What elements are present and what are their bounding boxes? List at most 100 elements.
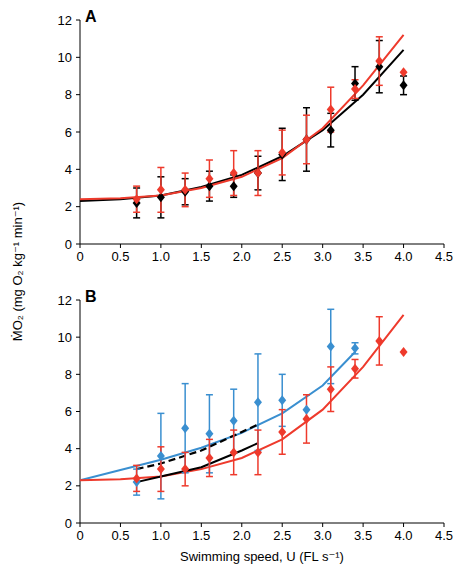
error-bar: [182, 452, 189, 485]
error-cap: [254, 150, 261, 152]
y-tick-label: 0: [65, 516, 72, 531]
error-cap: [279, 409, 286, 411]
y-tick-label: 6: [65, 125, 72, 140]
y-tick-label: 12: [58, 293, 72, 308]
error-cap: [254, 474, 261, 476]
error-bar: [254, 151, 261, 196]
error-bar: [376, 37, 383, 86]
panel: 00.51.01.52.02.53.03.54.04.5024681012B: [58, 288, 454, 543]
error-cap: [206, 394, 213, 396]
point: [230, 447, 238, 457]
error-cap: [279, 374, 286, 376]
point: [254, 397, 262, 407]
x-tick-label: 3.0: [314, 528, 332, 543]
error-cap: [303, 163, 310, 165]
fit-line: [80, 315, 404, 480]
point: [375, 336, 383, 346]
error-cap: [230, 197, 237, 199]
error-bar: [254, 430, 261, 475]
error-bar: [157, 447, 164, 492]
error-cap: [157, 167, 164, 169]
error-bar: [352, 343, 359, 354]
y-tick-label: 4: [65, 162, 72, 177]
error-cap: [133, 494, 140, 496]
x-tick-label: 2.5: [273, 528, 291, 543]
error-bars: [133, 37, 407, 218]
x-tick: [322, 244, 323, 248]
point: [400, 67, 408, 77]
error-cap: [206, 439, 213, 441]
x-tick: [80, 244, 81, 248]
error-cap: [157, 212, 164, 214]
error-bar: [352, 359, 359, 378]
x-tick-label: 2.0: [233, 249, 251, 264]
y-tick-label: 10: [58, 50, 72, 65]
fit-line: [137, 425, 258, 470]
error-bars: [133, 309, 383, 499]
x-tick: [322, 523, 323, 527]
panel-label: B: [85, 288, 97, 305]
y-tick: [76, 94, 80, 95]
x-tick-label: 2.5: [273, 249, 291, 264]
point: [254, 447, 262, 457]
x-tick-label: 3.5: [354, 528, 372, 543]
x-tick: [160, 523, 161, 527]
error-cap: [133, 212, 140, 214]
error-cap: [352, 100, 359, 102]
point: [157, 451, 165, 461]
x-tick-label: 2.0: [233, 528, 251, 543]
y-tick: [76, 523, 80, 524]
y-tick: [76, 244, 80, 245]
lines: [80, 35, 404, 201]
error-cap: [303, 170, 310, 172]
point: [327, 105, 335, 115]
x-tick-label: 0.5: [111, 528, 129, 543]
x-tick-label: 3.0: [314, 249, 332, 264]
error-bar: [279, 130, 286, 175]
y-tick: [76, 485, 80, 486]
y-tick: [76, 411, 80, 412]
fit-line: [80, 50, 404, 201]
error-cap: [254, 353, 261, 355]
error-cap: [352, 98, 359, 100]
x-tick: [444, 523, 445, 527]
error-cap: [133, 465, 140, 467]
error-cap: [230, 474, 237, 476]
plot-area: [80, 309, 408, 499]
y-tick-label: 2: [65, 199, 72, 214]
plot-area: [80, 35, 408, 218]
y-tick: [76, 448, 80, 449]
y-tick: [76, 57, 80, 58]
y-tick: [76, 374, 80, 375]
error-cap: [230, 150, 237, 152]
error-cap: [376, 85, 383, 87]
error-cap: [254, 195, 261, 197]
error-cap: [327, 309, 334, 311]
x-tick-label: 1.5: [192, 528, 210, 543]
point: [254, 168, 262, 178]
error-bar: [400, 76, 407, 95]
error-cap: [279, 453, 286, 455]
x-tick: [80, 523, 81, 527]
point: [400, 347, 408, 357]
x-tick-label: 4.0: [395, 249, 413, 264]
error-cap: [376, 316, 383, 318]
x-axis-label: Swimming speed, U (FL s⁻¹): [180, 549, 344, 564]
y-tick-label: 8: [65, 367, 72, 382]
error-cap: [157, 413, 164, 415]
error-cap: [352, 66, 359, 68]
error-cap: [133, 491, 140, 493]
x-axis: [80, 523, 444, 524]
error-cap: [352, 359, 359, 361]
point: [205, 174, 213, 184]
error-cap: [230, 429, 237, 431]
error-cap: [303, 107, 310, 109]
error-bar: [206, 439, 213, 476]
error-cap: [376, 36, 383, 38]
x-tick: [241, 244, 242, 248]
point: [351, 84, 359, 94]
error-cap: [182, 172, 189, 174]
error-bar: [206, 395, 213, 473]
y-tick: [76, 206, 80, 207]
point: [157, 185, 165, 195]
